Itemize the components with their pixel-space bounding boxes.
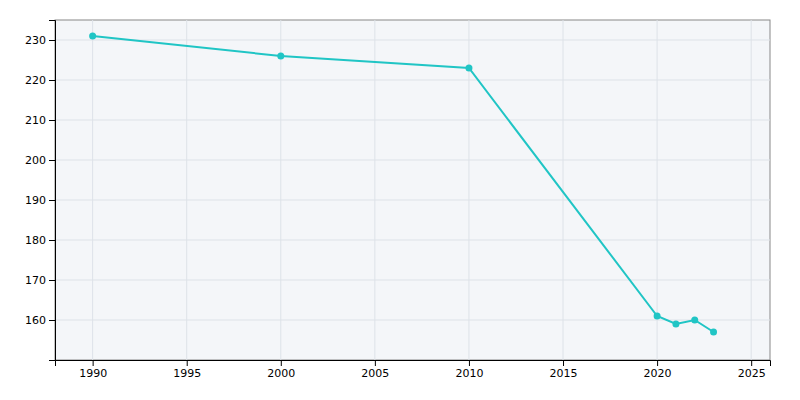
x-tick: 2020 (644, 360, 672, 380)
x-grid-line (280, 20, 281, 360)
x-tick: 1990 (79, 360, 107, 380)
y-tick-mark (49, 40, 55, 41)
y-tick-mark (49, 320, 55, 321)
point (691, 317, 698, 324)
x-tick: 2000 (267, 360, 295, 380)
y-axis: 160 170 180 190 200 210 220 230 (25, 21, 56, 361)
x-tick-label: 2005 (361, 367, 389, 380)
y-tick-mark (49, 120, 55, 121)
x-axis-line (56, 361, 771, 367)
x-tick-mark (469, 360, 470, 366)
y-tick: 230 (25, 34, 55, 47)
y-tick: 170 (25, 274, 55, 287)
x-tick-label: 2010 (455, 367, 483, 380)
point (277, 53, 284, 60)
point (654, 313, 661, 320)
y-tick-mark (49, 240, 55, 241)
y-tick: 200 (25, 154, 55, 167)
y-grid-line (55, 320, 770, 321)
y-tick-mark (49, 80, 55, 81)
y-tick: 160 (25, 314, 55, 327)
y-grid-line (55, 240, 770, 241)
x-tick: 1995 (173, 360, 201, 380)
y-tick-mark (49, 280, 55, 281)
y-tick-label: 230 (25, 34, 46, 47)
y-grid-line (55, 280, 770, 281)
x-tick: 2005 (361, 360, 389, 380)
x-tick-mark (563, 360, 564, 366)
x-grid-line (657, 20, 658, 360)
x-tick-mark (281, 360, 282, 366)
x-grid-line (374, 20, 375, 360)
x-grid-line (751, 20, 752, 360)
y-tick-label: 200 (25, 154, 46, 167)
y-tick-label: 180 (25, 234, 46, 247)
point (465, 65, 472, 72)
chart-svg: 1990 1995 2000 2005 2010 2015 2020 2025 160 170 18… (0, 0, 800, 400)
y-grid-line (55, 160, 770, 161)
x-grid-line (92, 20, 93, 360)
y-tick-mark (49, 200, 55, 201)
y-tick-label: 210 (25, 114, 46, 127)
y-tick-label: 220 (25, 74, 46, 87)
y-grid-line (55, 40, 770, 41)
y-tick: 210 (25, 114, 55, 127)
x-tick-label: 2000 (267, 367, 295, 380)
x-tick-label: 2020 (644, 367, 672, 380)
x-tick-mark (187, 360, 188, 366)
y-tick: 190 (25, 194, 55, 207)
line (93, 36, 714, 332)
marks (89, 33, 717, 336)
point (710, 329, 717, 336)
plot-frame (55, 20, 770, 360)
x-tick-mark (93, 360, 94, 366)
y-tick-label: 190 (25, 194, 46, 207)
x-tick: 2025 (738, 360, 766, 380)
point (672, 321, 679, 328)
y-axis-line (49, 21, 56, 361)
y-tick-mark (49, 160, 55, 161)
x-tick-mark (375, 360, 376, 366)
x-tick-mark (657, 360, 658, 366)
x-tick-label: 1990 (79, 367, 107, 380)
y-grid-line (55, 200, 770, 201)
x-tick-label: 1995 (173, 367, 201, 380)
x-grid-line (186, 20, 187, 360)
x-axis: 1990 1995 2000 2005 2010 2015 2020 2025 (56, 360, 771, 380)
y-tick: 220 (25, 74, 55, 87)
x-tick-label: 2025 (738, 367, 766, 380)
y-grid-line (55, 80, 770, 81)
y-tick-label: 160 (25, 314, 46, 327)
chart-container: 1990 1995 2000 2005 2010 2015 2020 2025 160 170 18… (0, 0, 800, 400)
y-grid-line (55, 120, 770, 121)
point (89, 33, 96, 40)
grid (55, 20, 770, 360)
y-tick-label: 170 (25, 274, 46, 287)
x-tick: 2010 (455, 360, 483, 380)
x-tick: 2015 (550, 360, 578, 380)
plot-root: 1990 1995 2000 2005 2010 2015 2020 2025 160 170 18… (25, 20, 771, 380)
x-tick-label: 2015 (550, 367, 578, 380)
x-tick-mark (751, 360, 752, 366)
y-tick: 180 (25, 234, 55, 247)
